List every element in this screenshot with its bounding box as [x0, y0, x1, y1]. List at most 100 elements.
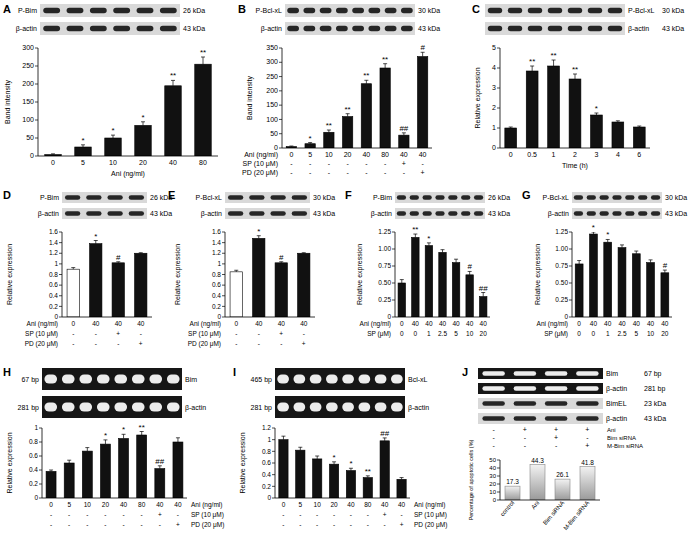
blot-band — [43, 8, 60, 13]
y-tick — [35, 102, 38, 103]
condition-value: 40 — [362, 151, 370, 158]
panel-letter: F — [345, 189, 352, 201]
blot-band — [545, 386, 568, 391]
plot-area — [230, 236, 310, 317]
condition-value: - — [492, 442, 495, 449]
blot-label: β-actin — [606, 415, 627, 423]
tick-label: 0.4 — [212, 292, 221, 299]
condition-label: M-Bim siRNA — [607, 443, 643, 449]
blot-label: P-Bim — [40, 194, 59, 201]
tick-label: 1.6 — [212, 228, 221, 235]
error-line — [177, 438, 178, 442]
condition-value: 40 — [647, 320, 655, 327]
error-bar — [383, 438, 387, 441]
condition-value: - — [141, 521, 143, 528]
blot-band — [397, 211, 406, 216]
condition-value: - — [282, 521, 284, 528]
y-tick — [497, 492, 500, 493]
condition-value: - — [95, 340, 97, 347]
blot-label: P-Bcl-xL — [543, 194, 570, 201]
bar — [412, 237, 419, 317]
bar — [399, 135, 409, 148]
error-line — [95, 241, 96, 244]
bar — [275, 263, 287, 317]
tick-label: 0.2 — [29, 480, 38, 487]
bar — [530, 465, 545, 500]
condition-value: 40 — [618, 320, 626, 327]
condition-value: - — [140, 330, 142, 337]
page: {"chart_data": [ {"type": "bar", "title"… — [0, 0, 700, 535]
condition-value: - — [586, 434, 589, 441]
blot-strip — [225, 192, 310, 203]
tick-label: 1 — [54, 260, 58, 267]
blot-band — [79, 374, 92, 383]
blot-band — [608, 26, 622, 31]
error-bar — [141, 122, 145, 126]
y-tick — [222, 285, 225, 286]
y-axis — [42, 428, 43, 498]
condition-value: 1 — [606, 330, 610, 337]
tick-label: 0.8 — [262, 448, 271, 455]
category-label: control — [499, 500, 515, 518]
blot-band — [474, 195, 483, 200]
category-label: 4 — [616, 151, 620, 158]
bar — [112, 263, 124, 317]
blot-label: Bcl-xL — [408, 376, 428, 383]
error-bar — [616, 121, 620, 122]
blot-band — [385, 8, 397, 13]
panel-letter: I — [233, 366, 236, 378]
condition-value: 40 — [255, 320, 263, 327]
condition-value: 40 — [633, 320, 641, 327]
tick-label: 0.8 — [29, 438, 38, 445]
tick-label: 3 — [492, 84, 496, 91]
tick-label: 300 — [266, 58, 278, 65]
bar — [555, 479, 570, 500]
condition-value: 40 — [480, 320, 488, 327]
condition-value: 40 — [381, 501, 389, 508]
condition-value: + — [585, 426, 589, 433]
error-bar — [302, 252, 306, 254]
blot-size: 26 kDa — [183, 7, 205, 14]
y-tick — [279, 133, 282, 134]
y-tick — [279, 76, 282, 77]
error-bar — [468, 271, 472, 274]
blot-band — [167, 402, 180, 411]
error-line — [113, 135, 114, 138]
blot-band — [588, 26, 602, 31]
blot-size: 43 kDa — [418, 25, 440, 32]
bar — [425, 246, 432, 317]
bar — [346, 471, 355, 498]
condition-label: PD (20 μM) — [25, 340, 58, 348]
error-cap — [234, 270, 238, 271]
condition-value: - — [290, 160, 293, 167]
blot-band — [79, 402, 92, 411]
blot-label: P-Bim — [18, 7, 37, 14]
tick-label: 1 — [492, 124, 496, 131]
blot-band — [528, 8, 542, 13]
condition-label: SP (10 μM) — [25, 330, 58, 338]
y-tick — [39, 498, 42, 499]
error-line — [366, 80, 367, 83]
blot-band — [608, 8, 622, 13]
y-tick — [272, 474, 275, 475]
error-bar — [103, 440, 107, 444]
y-axis — [282, 48, 283, 148]
error-cap — [577, 260, 581, 261]
error-line — [622, 245, 623, 248]
significance: # — [663, 261, 668, 270]
bar — [173, 442, 183, 498]
condition-value: - — [333, 521, 335, 528]
error-bar — [171, 80, 175, 85]
blot-band — [448, 211, 457, 216]
blot-band — [326, 402, 338, 411]
condition-value: + — [402, 160, 406, 167]
error-line — [664, 270, 665, 273]
tick-label: 0.2 — [262, 483, 271, 490]
blot-band — [508, 8, 522, 13]
y-tick — [222, 295, 225, 296]
blot-band — [474, 211, 483, 216]
tick-label: 0.4 — [49, 292, 58, 299]
blot-band — [568, 26, 582, 31]
blot-band — [375, 374, 387, 383]
condition-value: 20 — [102, 501, 110, 508]
